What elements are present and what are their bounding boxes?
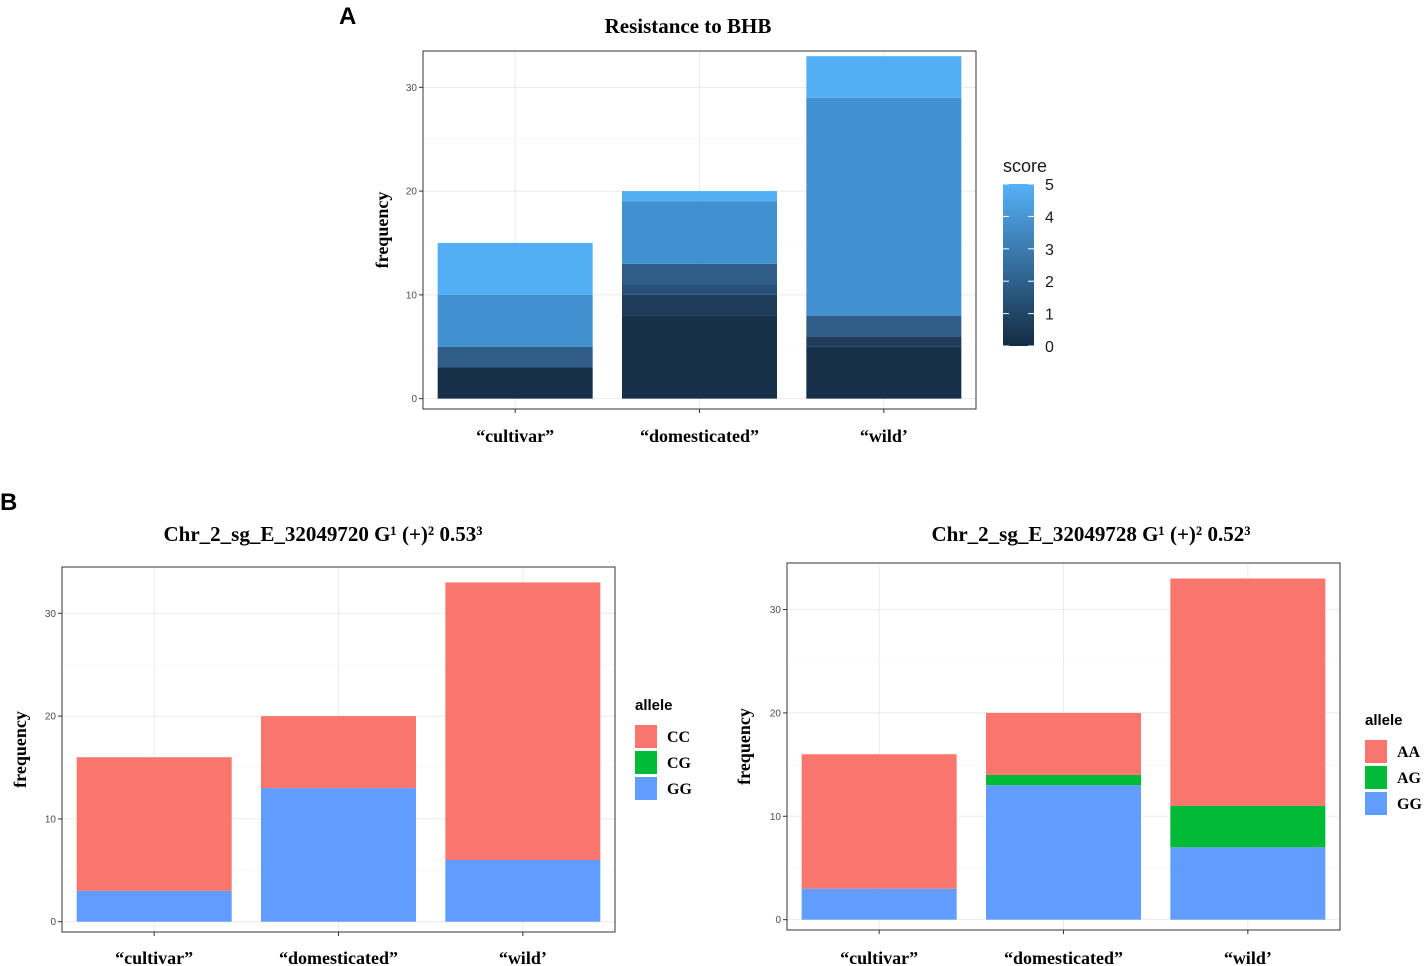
legend-key-gg [635,777,657,800]
x-category-label: “cultivar” [840,948,918,966]
y-tick-label: 10 [770,812,782,823]
y-axis-title: frequency [372,192,392,269]
bar-segment-aa [986,712,1141,775]
bar-segment-gg [801,888,957,920]
legend-key-cc [635,725,657,748]
bar-segment-2.5 [437,346,593,368]
legend-label-cc: CC [667,729,690,746]
legend-label-aa: AA [1397,744,1421,761]
bar-segment-4 [622,201,777,264]
bar-segment-1 [622,294,777,316]
panel-label-b: B [0,489,17,516]
legend-label-cg: CG [667,755,692,772]
colorbar-tick-label: 4 [1045,209,1054,226]
bar-segment-gg [76,890,232,922]
x-category-label: “cultivar” [476,426,554,446]
legend-key-ag [1365,766,1387,789]
legend-key-cg [635,751,657,774]
legend-label-gg: GG [667,781,692,798]
bar-segment-gg [986,785,1141,920]
bar-segment-0 [437,367,593,399]
x-category-label: “wild’ [1224,948,1272,966]
legend-title: allele [1365,712,1403,729]
bar-segment-1 [806,336,962,347]
legend-key-gg [1365,792,1387,815]
bar-segment-gg [261,788,416,922]
y-tick-label: 0 [411,394,417,405]
y-axis-title: frequency [734,708,754,785]
y-axis-title: frequency [10,711,30,788]
bar-segment-gg [445,860,601,922]
legend-key-aa [1365,740,1387,763]
x-category-label: “domesticated” [640,426,759,446]
bar-segment-5 [806,56,962,98]
bar-segment-cc [76,757,232,891]
colorbar-tick-label: 1 [1045,307,1054,324]
x-category-label: “wild’ [860,426,908,446]
y-tick-label: 20 [45,712,57,723]
bar-segment-0 [806,346,962,399]
y-tick-label: 30 [45,609,57,620]
bar-segment-2.5 [622,263,777,285]
bar-segment-ag [1170,805,1326,848]
x-category-label: “domesticated” [1004,948,1123,966]
bar-segment-cc [261,716,416,789]
legend-label-ag: AG [1397,770,1422,787]
bar-segment-aa [1170,578,1326,806]
colorbar-tick-label: 3 [1045,242,1054,259]
y-tick-label: 30 [770,605,782,616]
bar-segment-2.5 [806,315,962,337]
y-tick-label: 30 [406,83,418,94]
y-tick-label: 10 [45,814,57,825]
chart-title: Chr_2_sg_E_32049728 G¹ (+)² 0.52³ [931,522,1250,546]
legend-title: score [1003,156,1047,176]
chart-allele-32049720: Chr_2_sg_E_32049720 G¹ (+)² 0.53³ 0 10 20 30… [10,522,692,966]
colorbar-tick-label: 5 [1045,177,1054,194]
bar-segment-gg [1170,847,1326,920]
bar-segment-4 [806,97,962,316]
bar-segment-2 [622,284,777,295]
bar-segment-4 [437,294,593,347]
colorbar [1003,184,1034,346]
bar-segment-0 [622,315,777,399]
panel-label-a: A [339,3,356,30]
y-tick-label: 20 [770,708,782,719]
bar-segment-5 [437,242,593,295]
bar-segment-5 [622,191,777,202]
y-tick-label: 20 [406,187,418,198]
x-category-label: “domesticated” [279,948,398,966]
colorbar-tick-label: 0 [1045,339,1054,356]
chart-title: Resistance to BHB [605,14,772,38]
y-tick-label: 10 [406,290,418,301]
bar-segment-cc [445,582,601,861]
bar-segment-ag [986,774,1141,786]
chart-allele-32049728: Chr_2_sg_E_32049728 G¹ (+)² 0.52³ 0 10 20 30… [734,522,1422,966]
legend-title: allele [635,697,673,714]
chart-title: Chr_2_sg_E_32049720 G¹ (+)² 0.53³ [163,522,482,546]
y-tick-label: 0 [775,915,781,926]
x-category-label: “wild’ [499,948,547,966]
bar-segment-aa [801,754,957,889]
colorbar-tick-label: 2 [1045,274,1054,291]
y-tick-label: 0 [50,917,56,928]
legend-label-gg: GG [1397,796,1422,813]
x-category-label: “cultivar” [115,948,193,966]
